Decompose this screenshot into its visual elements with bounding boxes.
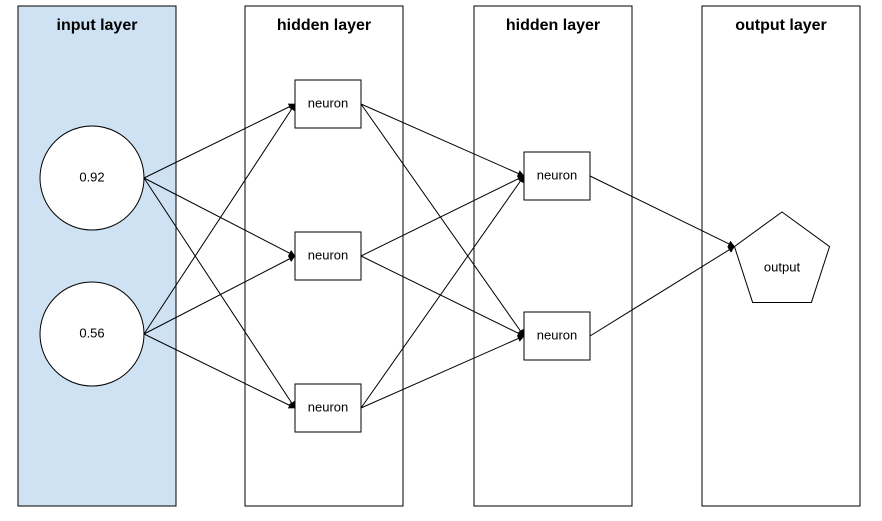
node-label-in1: 0.92 [79, 169, 104, 184]
node-label-h1c: neuron [308, 399, 348, 414]
layer-title-L3: output layer [735, 17, 827, 34]
node-label-h2b: neuron [537, 327, 577, 342]
layer-rects [18, 6, 860, 506]
node-label-out1: output [764, 259, 801, 274]
node-label-h1b: neuron [308, 247, 348, 262]
layer-title-L2: hidden layer [506, 17, 600, 34]
node-label-h2a: neuron [537, 167, 577, 182]
node-label-h1a: neuron [308, 95, 348, 110]
neural-network-diagram: 0.92 0.56 neuron neuron neuron neuron neuron ou… [0, 0, 882, 516]
layer-L2 [474, 6, 632, 506]
edges-group [144, 104, 734, 408]
layer-title-L1: hidden layer [277, 17, 371, 34]
layer-L0 [18, 6, 176, 506]
layer-title-L0: input layer [57, 17, 138, 34]
node-label-in2: 0.56 [79, 325, 104, 340]
